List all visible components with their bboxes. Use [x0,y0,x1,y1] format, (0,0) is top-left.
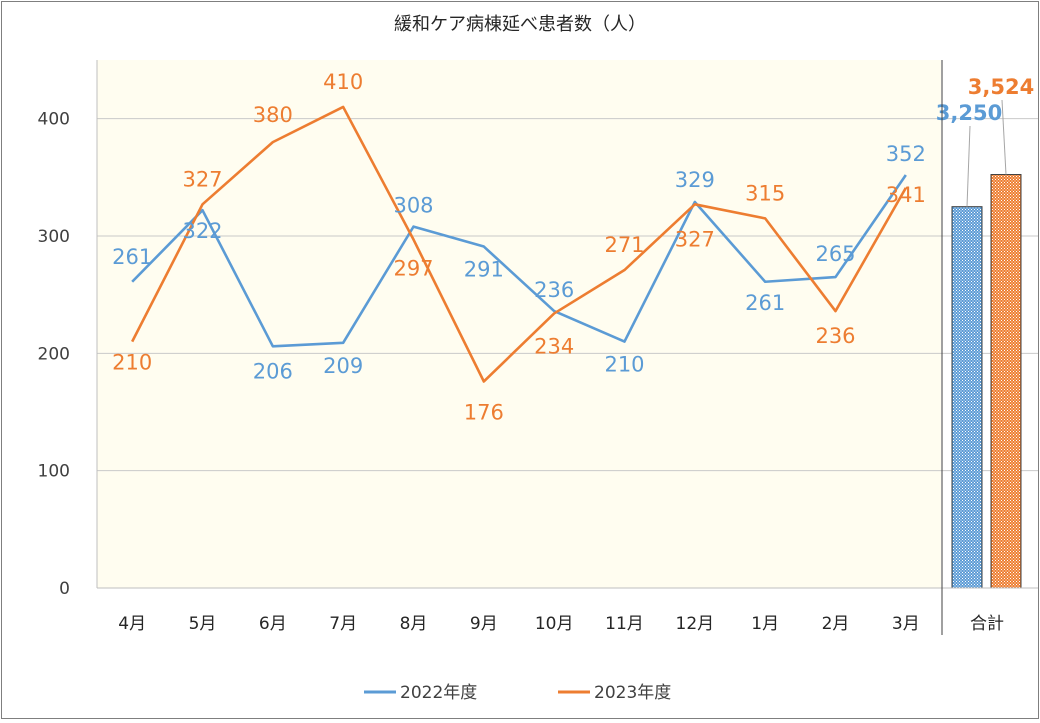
data-label: 265 [815,242,855,266]
data-label: 380 [253,103,293,127]
data-labels: 261 322 206 209 308 291 236 210 329 261 265 352 210 3… [112,70,1034,425]
data-label: 271 [604,233,644,257]
x-tick-label: 5月 [189,614,217,634]
total-label: 3,250 [936,101,1002,125]
data-label: 322 [182,219,222,243]
x-tick-label: 3月 [892,614,920,634]
data-label: 308 [393,194,433,218]
data-label: 210 [112,351,152,375]
total-label: 3,524 [968,75,1034,99]
y-tick-label: 200 [38,344,70,364]
series-line-2 [131,105,907,383]
data-label: 327 [675,227,715,251]
total-bar [990,174,1022,589]
data-label: 291 [464,258,504,282]
leader-line [1001,99,1007,175]
x-tick-label: 12月 [676,614,715,634]
data-label: 261 [112,245,152,269]
y-tick-label: 100 [38,462,70,482]
data-label: 327 [182,167,222,191]
data-label: 410 [323,70,363,94]
data-label: 352 [886,142,926,166]
data-label: 297 [393,257,433,281]
x-tick-label-total: 合計 [970,614,1004,634]
data-label: 236 [815,324,855,348]
data-label: 341 [886,183,926,207]
x-tick-label: 6月 [259,614,287,634]
x-tick-label: 7月 [329,614,357,634]
data-label: 210 [604,353,644,377]
leader-line [966,125,971,207]
x-tick-label: 9月 [470,614,498,634]
data-label: 261 [745,291,785,315]
plot-area [97,60,941,588]
axes [96,60,1038,635]
y-axis-ticks: 0 100 200 300 400 [38,110,70,599]
total-bar [951,206,983,589]
total-bars [951,99,1022,589]
legend: 2022年度 2023年度 [364,683,671,703]
gridlines [97,118,1038,472]
data-label: 209 [323,354,363,378]
x-tick-label: 11月 [605,614,644,634]
data-label: 176 [464,400,504,424]
x-tick-label: 1月 [751,614,779,634]
data-label: 329 [675,168,715,192]
y-tick-label: 300 [38,227,70,247]
y-tick-label: 0 [59,579,70,599]
data-label: 315 [745,181,785,205]
data-label: 234 [534,334,574,358]
legend-entry: 2023年度 [594,683,671,703]
legend-entry: 2022年度 [400,683,477,703]
x-tick-label: 8月 [400,614,428,634]
series-lines [131,105,907,383]
x-axis-categories: 4月 5月 6月 7月 8月 9月 10月 11月 12月 1月 2月 3月 合計 [118,614,1004,634]
x-tick-label: 10月 [535,614,574,634]
chart-title: 緩和ケア病棟延べ患者数（人） [394,14,646,35]
data-label: 236 [534,278,574,302]
x-tick-label: 4月 [118,614,146,634]
x-tick-label: 2月 [822,614,850,634]
series-line-1 [131,174,907,348]
data-label: 206 [253,359,293,383]
y-tick-label: 400 [38,110,70,130]
